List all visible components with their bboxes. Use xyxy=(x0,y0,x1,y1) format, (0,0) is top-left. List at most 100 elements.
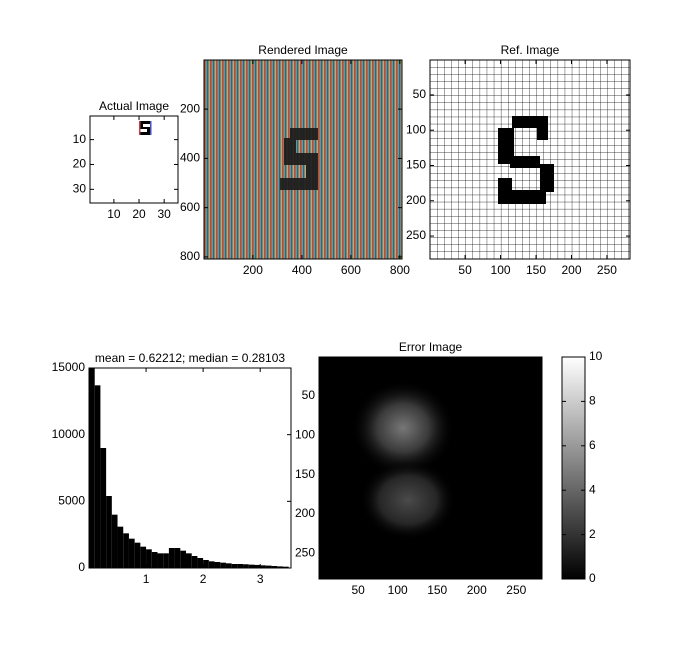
y-tick-label: 600 xyxy=(180,200,200,214)
x-tick-label: 100 xyxy=(388,583,408,597)
x-tick-label: 600 xyxy=(341,263,361,277)
x-tick-label: 2 xyxy=(200,572,207,586)
bar xyxy=(277,566,284,568)
bar xyxy=(220,562,226,568)
y-tick-label: 400 xyxy=(180,151,200,165)
y-tick-label: 250 xyxy=(295,546,315,560)
colorbar-tick-label: 4 xyxy=(589,482,596,496)
y-tick-label: 30 xyxy=(73,182,87,196)
x-tick-label: 30 xyxy=(157,207,171,221)
bar xyxy=(180,550,187,568)
chart-title: Ref. Image xyxy=(501,43,560,57)
error-image xyxy=(319,357,542,579)
x-tick-label: 250 xyxy=(506,583,526,597)
x-tick-label: 50 xyxy=(351,583,365,597)
bar xyxy=(237,564,244,568)
bar xyxy=(106,496,112,568)
colorbar-tick-label: 0 xyxy=(589,571,596,585)
bar xyxy=(151,552,158,568)
bar xyxy=(117,526,124,568)
bar xyxy=(254,564,261,568)
y-tick-label: 250 xyxy=(406,228,426,242)
x-tick-label: 150 xyxy=(427,583,447,597)
bar xyxy=(197,558,204,568)
colorbar-box xyxy=(561,356,586,580)
axes-box xyxy=(203,59,403,260)
x-tick-label: 200 xyxy=(561,263,581,277)
bar xyxy=(163,553,169,568)
x-tick-label: 100 xyxy=(491,263,511,277)
chart-title: mean = 0.62212; median = 0.28103 xyxy=(95,351,285,365)
bar xyxy=(271,566,278,568)
y-tick-label: 0 xyxy=(78,560,85,574)
y-tick-label: 200 xyxy=(180,101,200,115)
chart-title: Error Image xyxy=(399,340,463,354)
y-tick-label: 50 xyxy=(302,388,316,402)
bar xyxy=(100,448,107,568)
bar xyxy=(94,385,101,568)
bar xyxy=(231,564,238,568)
colorbar-tick-label: 2 xyxy=(589,527,596,541)
colorbar-tick-label: 8 xyxy=(589,394,596,408)
y-tick-label: 150 xyxy=(406,158,426,172)
bar xyxy=(191,556,198,568)
bar xyxy=(140,546,147,568)
x-tick-label: 1 xyxy=(143,572,150,586)
chart-title: Rendered Image xyxy=(258,43,348,57)
bar xyxy=(157,553,164,568)
bar xyxy=(146,549,152,568)
y-tick-label: 50 xyxy=(413,87,427,101)
bar xyxy=(111,514,118,568)
bar xyxy=(186,553,192,568)
bar xyxy=(174,548,181,568)
x-tick-label: 200 xyxy=(243,263,263,277)
axes-box xyxy=(429,59,631,260)
bars xyxy=(89,368,289,568)
bar xyxy=(134,542,141,568)
bar xyxy=(214,562,221,568)
reference-image xyxy=(430,60,630,259)
bar xyxy=(265,565,272,568)
colorbar-tick-label: 6 xyxy=(589,438,596,452)
bar xyxy=(248,564,255,568)
x-tick-label: 10 xyxy=(107,207,121,221)
y-tick-label: 150 xyxy=(295,467,315,481)
axes-box xyxy=(89,115,179,204)
y-tick-label: 10 xyxy=(73,132,87,146)
bar xyxy=(283,566,289,568)
y-tick-label: 800 xyxy=(180,249,200,263)
y-tick-label: 10000 xyxy=(52,427,86,441)
y-tick-label: 100 xyxy=(295,428,315,442)
x-tick-label: 400 xyxy=(292,263,312,277)
chart-title: Actual Image xyxy=(99,99,169,113)
y-tick-label: 20 xyxy=(73,157,87,171)
bar xyxy=(225,563,232,568)
bar xyxy=(260,565,266,568)
bar xyxy=(168,548,175,568)
bar xyxy=(243,564,249,568)
actual-image xyxy=(90,116,178,203)
y-tick-label: 15000 xyxy=(52,360,86,374)
colorbar-tick-label: 10 xyxy=(589,349,603,363)
x-tick-label: 250 xyxy=(597,263,617,277)
axes-box xyxy=(318,356,543,580)
bar xyxy=(89,368,95,568)
y-tick-label: 200 xyxy=(406,193,426,207)
y-tick-label: 100 xyxy=(406,122,426,136)
x-tick-label: 50 xyxy=(458,263,472,277)
x-tick-label: 800 xyxy=(390,263,410,277)
bar xyxy=(203,560,209,568)
y-tick-label: 5000 xyxy=(58,494,85,508)
y-tick-label: 200 xyxy=(295,506,315,520)
x-tick-label: 3 xyxy=(257,572,264,586)
colorbar xyxy=(562,357,585,579)
x-tick-label: 200 xyxy=(467,583,487,597)
bar xyxy=(208,561,215,568)
rendered-image xyxy=(204,60,402,259)
bar xyxy=(128,538,135,568)
axes-box xyxy=(88,367,292,569)
x-tick-label: 150 xyxy=(526,263,546,277)
bar xyxy=(123,533,129,568)
x-tick-label: 20 xyxy=(132,207,146,221)
